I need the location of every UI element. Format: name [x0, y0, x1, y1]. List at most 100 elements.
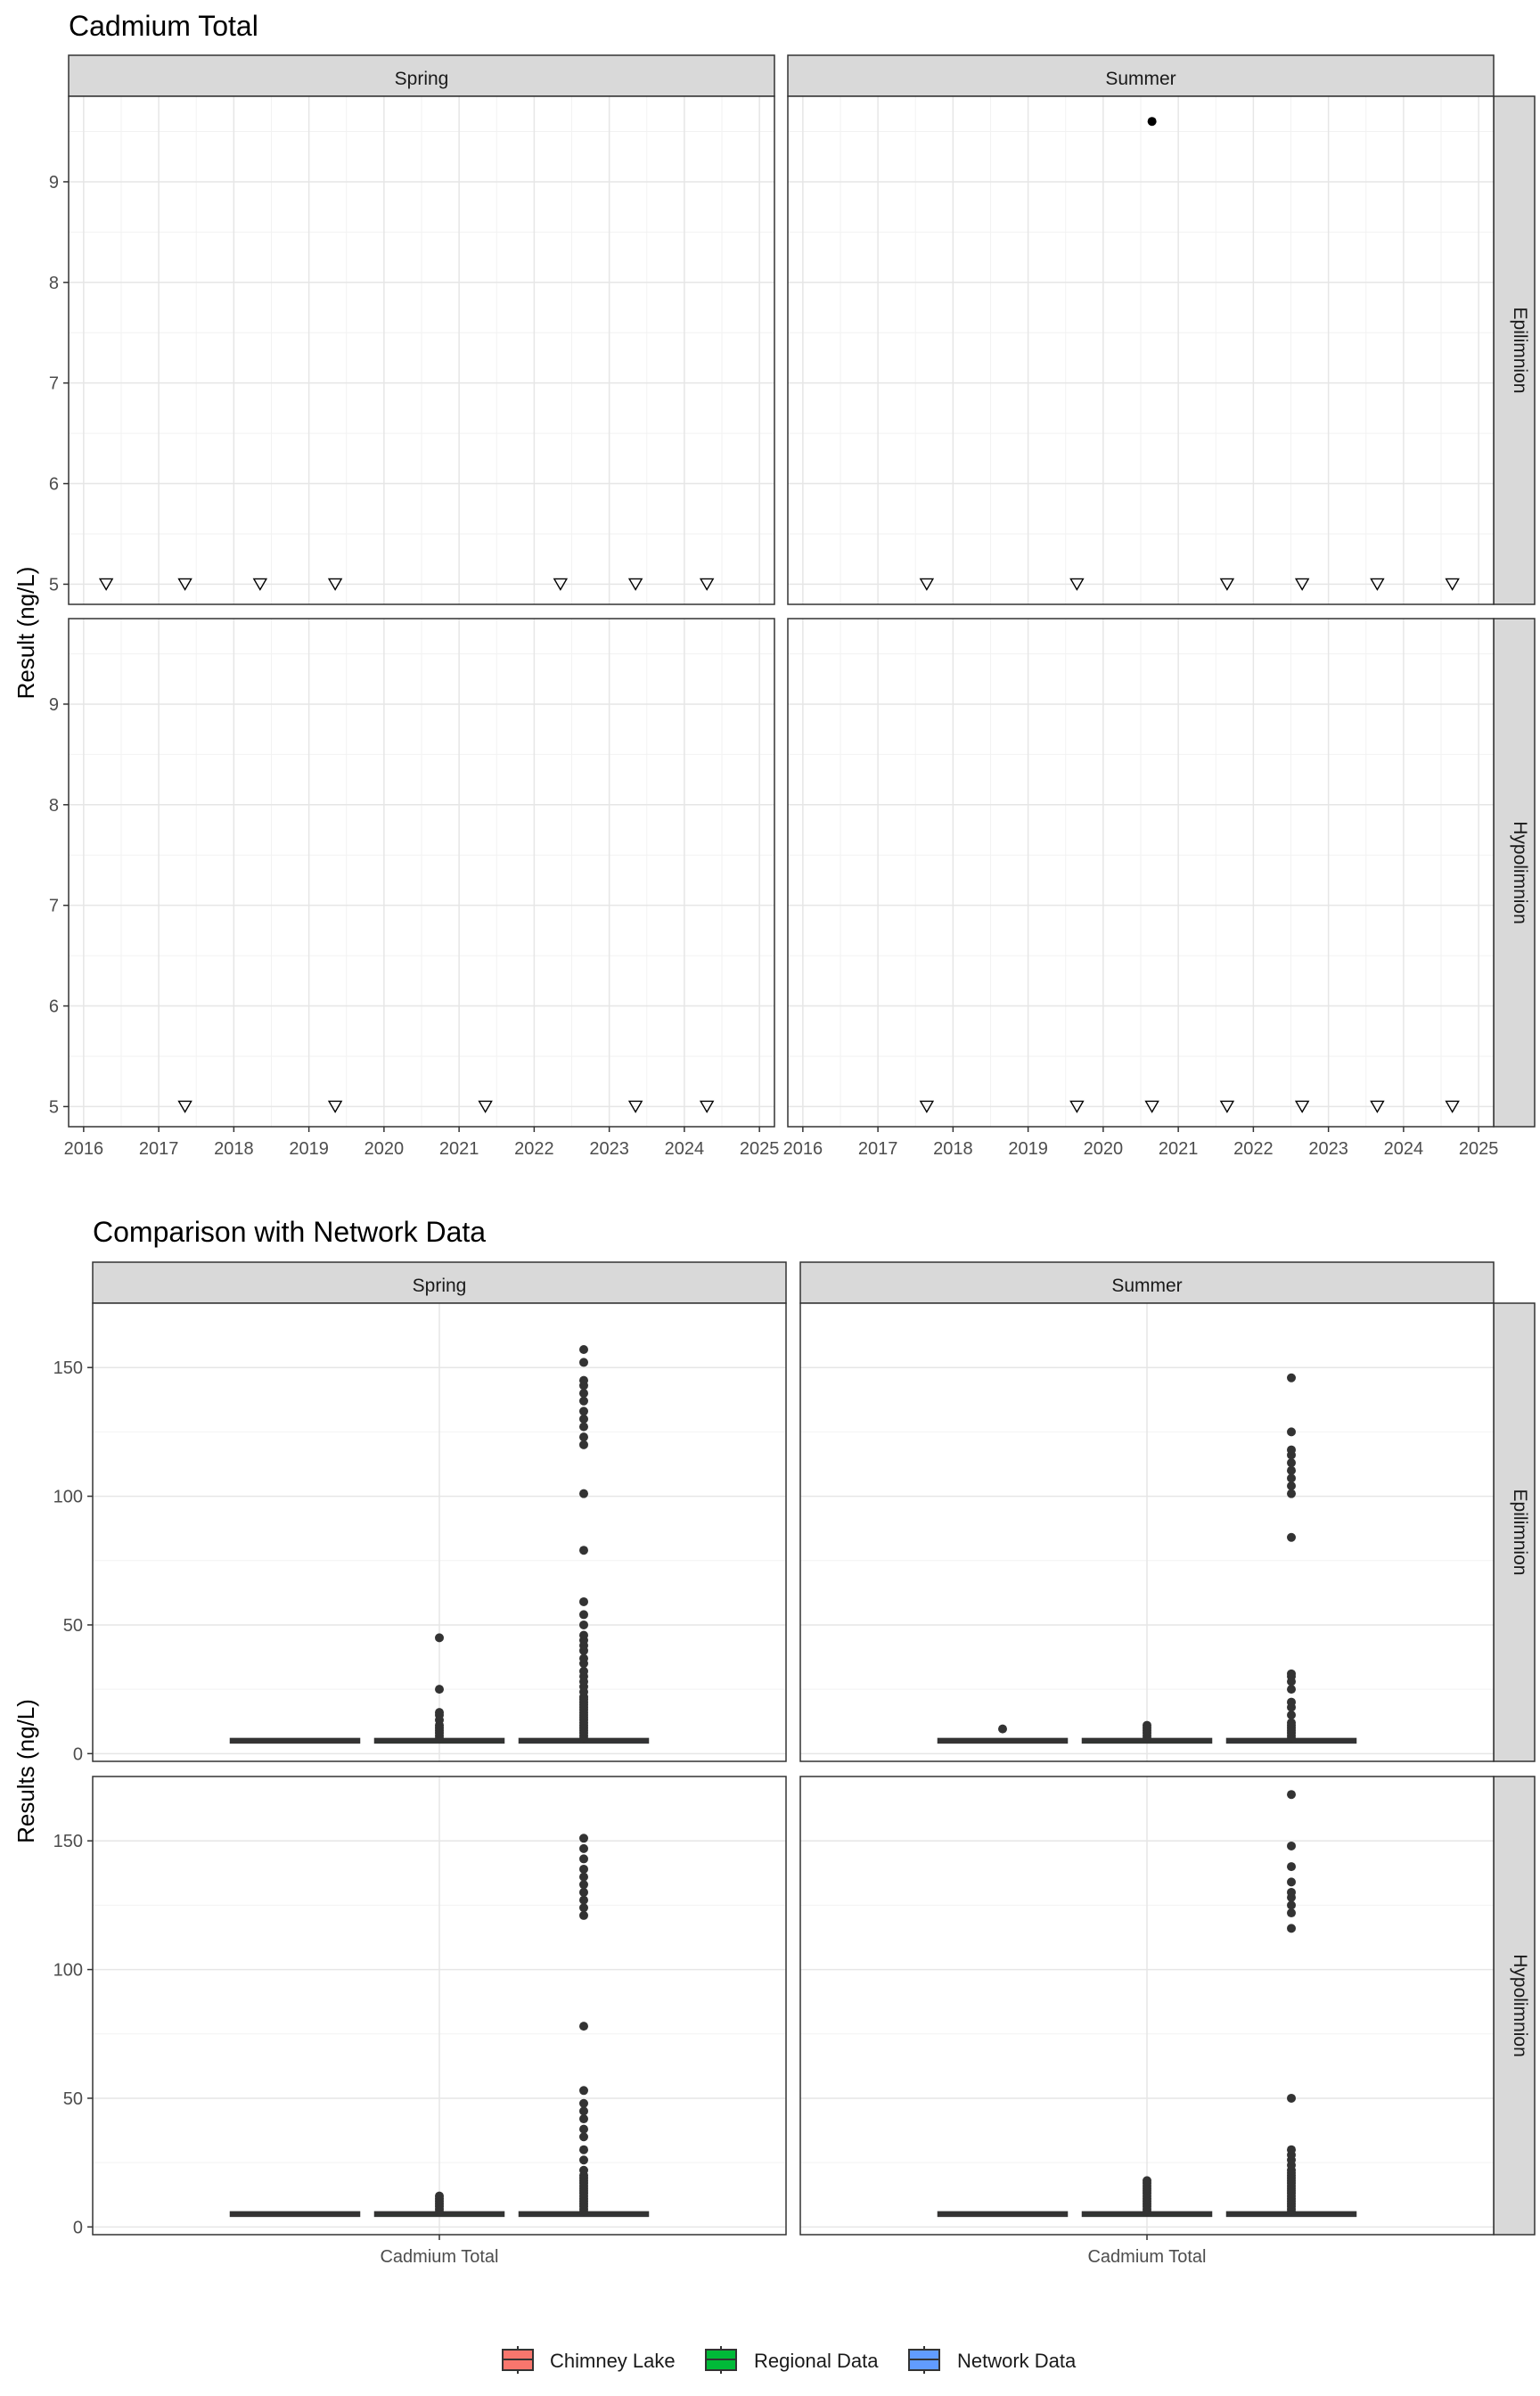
chart2-strip-spring-label: Spring: [413, 1276, 467, 1296]
outlier-point: [579, 1610, 588, 1620]
below-detection-point: [177, 1100, 192, 1113]
outlier-point: [1287, 2093, 1296, 2103]
outlier-point: [579, 1843, 588, 1853]
chart1-panel-spring-epilimnion: [68, 95, 775, 605]
y-tick-label: 150: [53, 1358, 83, 1378]
x-tick-label: 2017: [139, 1139, 179, 1159]
below-detection-point: [1445, 1100, 1460, 1113]
chart2-panel-summer-hypolimnion: [799, 1776, 1495, 2236]
outlier-point: [579, 1630, 588, 1640]
chart1-panel-spring-hypolimnion: [68, 618, 775, 1128]
below-detection-point: [1445, 578, 1460, 591]
chart2-strip-epilimnion-label: Epilimnion: [1510, 1489, 1530, 1576]
outlier-point: [1287, 1465, 1296, 1475]
below-detection-point: [1219, 578, 1235, 591]
outlier-point: [998, 1724, 1007, 1734]
outlier-point: [1287, 1532, 1296, 1542]
chart1-strip-hypolimnion-label: Hypolimnion: [1510, 821, 1530, 924]
x-tick-label: 2016: [64, 1139, 104, 1159]
chart2-title: Comparison with Network Data: [93, 1216, 486, 1248]
outlier-point: [1287, 1697, 1296, 1707]
below-detection-point: [553, 578, 569, 591]
outlier-point: [579, 1834, 588, 1843]
x-tick-label: 2025: [1459, 1139, 1499, 1159]
below-detection-point: [252, 578, 268, 591]
below-detection-point: [478, 1100, 493, 1113]
outlier-point: [579, 1489, 588, 1498]
chart2-strip-spring: [92, 1261, 787, 1304]
outlier-point: [579, 2155, 588, 2165]
below-detection-point: [1370, 1100, 1385, 1113]
outlier-point: [1287, 1489, 1296, 1498]
x-tick-label: 2021: [1159, 1139, 1199, 1159]
outlier-point: [435, 1685, 444, 1694]
outlier-point: [579, 1396, 588, 1406]
outlier-point: [579, 1358, 588, 1367]
outlier-point: [579, 1432, 588, 1442]
outlier-point: [579, 2086, 588, 2096]
chart1-strip-summer-label: Summer: [1105, 69, 1175, 89]
outlier-point: [579, 1344, 588, 1354]
below-detection-point: [1144, 1100, 1159, 1113]
outlier-point: [579, 1864, 588, 1874]
chart2-panel-summer-epilimnion: [799, 1302, 1495, 1762]
outlier-point: [1287, 1481, 1296, 1491]
outlier-point: [579, 2098, 588, 2108]
legend-label-regional-data: Regional Data: [754, 2350, 879, 2372]
below-detection-point: [919, 578, 935, 591]
below-detection-point: [327, 1100, 343, 1113]
chart1-strip-spring: [68, 54, 775, 97]
outlier-point: [579, 1620, 588, 1629]
x-tick-label: 2016: [783, 1139, 823, 1159]
y-tick-label: 7: [49, 374, 59, 394]
outlier-point: [1287, 1908, 1296, 1918]
y-tick-label: 100: [53, 1488, 83, 1507]
outlier-point: [579, 1910, 588, 1920]
outlier-point: [579, 2132, 588, 2142]
outlier-point: [1287, 1841, 1296, 1850]
x-tick-label: Cadmium Total: [1087, 2247, 1206, 2267]
outlier-point: [579, 1414, 588, 1424]
y-tick-label: 100: [53, 1961, 83, 1981]
outlier-point: [435, 1708, 444, 1718]
x-tick-label: 2024: [1384, 1139, 1424, 1159]
x-tick-label: 2020: [1084, 1139, 1124, 1159]
below-detection-point: [1219, 1100, 1235, 1113]
legend-label-network-data: Network Data: [957, 2350, 1077, 2372]
legend-item-network-data: Network Data: [908, 2346, 1077, 2374]
x-tick-label: 2017: [858, 1139, 898, 1159]
outlier-point: [579, 2106, 588, 2116]
legend-item-chimney-lake: Chimney Lake: [502, 2346, 676, 2374]
below-detection-point: [98, 578, 114, 591]
below-detection-point: [1294, 578, 1310, 591]
below-detection-point: [327, 578, 343, 591]
chart1-axes: 5 6 7 8 9 5 6 7 8 9 2016 2017 2018 2019 2020 2021 2022 20…: [49, 173, 1499, 1159]
chart2-panel-spring-hypolimnion: [92, 1776, 787, 2236]
below-detection-point: [699, 1100, 715, 1113]
outlier-point: [435, 1633, 444, 1643]
y-tick-label: 150: [53, 1832, 83, 1851]
x-tick-label: 2019: [1008, 1139, 1048, 1159]
x-tick-label: 2020: [365, 1139, 405, 1159]
outlier-point: [579, 1440, 588, 1449]
outlier-point: [579, 1854, 588, 1864]
outlier-point: [579, 1596, 588, 1606]
x-tick-label: Cadmium Total: [380, 2247, 498, 2267]
below-detection-point: [627, 1100, 643, 1113]
chart1-y-axis-label: Result (ng/L): [12, 567, 39, 700]
outlier-point: [1287, 1790, 1296, 1800]
x-tick-label: 2019: [289, 1139, 329, 1159]
y-tick-label: 0: [73, 2218, 83, 2237]
outlier-point: [579, 1880, 588, 1890]
outlier-point: [1287, 1473, 1296, 1483]
y-tick-label: 6: [49, 997, 59, 1017]
chart2-axes: 0 50 100 150 0 50 100 150 Cadmium Total Cadmium T…: [53, 1358, 1207, 2267]
chart2-strip-epilimnion: [1493, 1302, 1536, 1762]
chart-cadmium-total: Cadmium Total Result (ng/L) Spring Summe…: [12, 10, 1536, 1159]
below-detection-point: [177, 578, 192, 591]
x-tick-label: 2022: [514, 1139, 554, 1159]
outlier-point: [579, 1375, 588, 1385]
y-tick-label: 9: [49, 695, 59, 715]
outlier-point: [1287, 2145, 1296, 2154]
